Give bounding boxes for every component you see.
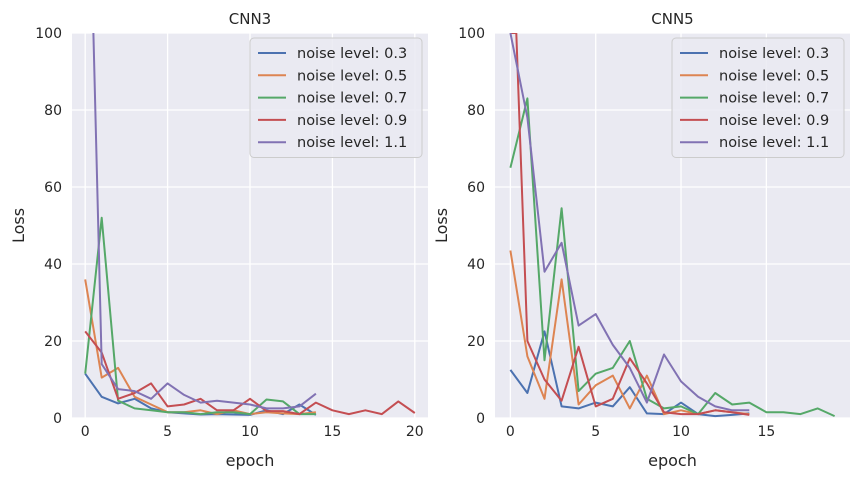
y-tick-label: 60 [44,180,62,196]
chart-title-cnn5: CNN5 [651,10,693,28]
tick-labels-cnn5: 0 5 10 15 0 20 40 60 80 100 [458,26,775,440]
chart-cnn5: 0 5 10 15 0 20 40 60 80 100 CNN5 epoch Loss noise… [432,10,850,470]
x-tick-label: 20 [406,424,424,440]
legend-box [249,37,423,158]
series-line-noise-level-0-7 [509,97,836,418]
series-lines-cnn5 [509,33,836,418]
x-tick-label: 5 [591,424,600,440]
legend-label: noise level: 0.7 [719,91,829,107]
legend-label: noise level: 1.1 [297,135,407,151]
legend-label: noise level: 0.9 [297,113,407,129]
y-tick-label: 100 [458,26,485,42]
series-line-noise-level-0-5 [84,279,317,416]
series-line-noise-level-1-1 [509,33,750,412]
x-tick-label: 5 [163,424,172,440]
x-tick-label: 0 [506,424,515,440]
y-tick-label: 0 [476,411,485,427]
x-tick-label: 15 [757,424,775,440]
x-tick-label: 10 [241,424,259,440]
series-line-noise-level-0-9 [510,33,750,416]
legend-label: noise level: 0.3 [719,46,829,62]
legend-label: noise level: 0.7 [297,91,407,107]
series-line-noise-level-1-1 [92,33,317,410]
y-tick-label: 40 [44,257,62,273]
series-lines-cnn3 [84,33,416,416]
y-tick-label: 20 [44,334,62,350]
legend-label: noise level: 0.3 [297,46,407,62]
legend-label: noise level: 0.5 [297,68,407,84]
y-tick-label: 60 [467,180,485,196]
chart-title-cnn3: CNN3 [229,10,271,28]
y-tick-label: 100 [35,26,62,42]
y-tick-label: 0 [53,411,62,427]
chart-cnn3: 0 5 10 15 20 0 20 40 60 80 100 CNN3 epoch Loss noi… [9,10,428,470]
tick-labels-cnn3: 0 5 10 15 20 0 20 40 60 80 100 [35,26,423,440]
x-axis-label-cnn5: epoch [648,451,697,470]
legend-cnn5: noise level: 0.3 noise level: 0.5 noise le… [671,37,845,158]
legend-cnn3: noise level: 0.3 noise level: 0.5 noise le… [249,37,423,158]
x-tick-label: 0 [81,424,90,440]
x-tick-label: 15 [323,424,341,440]
y-axis-label-cnn5: Loss [432,208,451,243]
y-tick-label: 40 [467,257,485,273]
series-line-noise-level-0-9 [84,330,416,416]
y-tick-label: 80 [467,103,485,119]
legend-label: noise level: 0.5 [719,68,829,84]
y-tick-label: 20 [467,334,485,350]
y-axis-label-cnn3: Loss [9,208,28,243]
x-tick-label: 10 [672,424,690,440]
legend-label: noise level: 1.1 [719,135,829,151]
series-line-noise-level-0-7 [84,216,316,416]
y-tick-label: 80 [44,103,62,119]
legend-label: noise level: 0.9 [719,113,829,129]
x-axis-label-cnn3: epoch [226,451,275,470]
legend-box [671,37,845,158]
